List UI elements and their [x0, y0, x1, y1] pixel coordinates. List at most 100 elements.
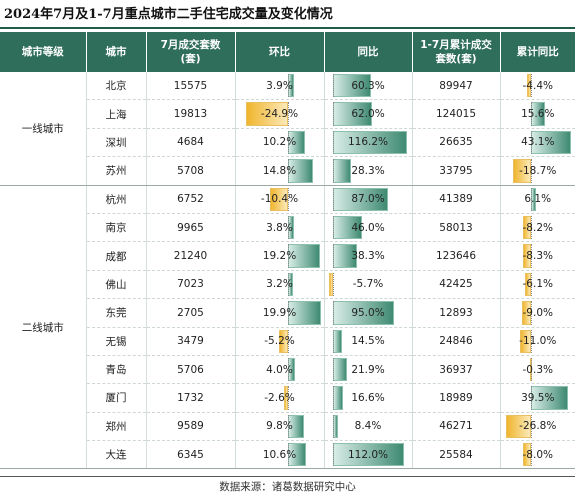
yoy-label: 112.0%	[347, 448, 389, 461]
cum-yoy-bar	[505, 414, 531, 439]
mom-cell: 4.0%	[235, 355, 325, 385]
yoy-label: 116.2%	[347, 136, 389, 149]
yoy-cell: 60.3%	[324, 72, 413, 101]
cum-yoy-label: 43.1%	[521, 136, 555, 149]
cum-volume: 33795	[412, 156, 501, 186]
yoy-cell: 62.0%	[324, 99, 413, 129]
cum-yoy-zero-line	[530, 272, 532, 297]
yoy-zero-line	[332, 187, 334, 211]
mom-zero-line	[287, 443, 289, 467]
mom-label: -24.9%	[260, 108, 299, 121]
mom-cell: 3.8%	[235, 213, 325, 243]
cum-yoy-cell: 6.1%	[500, 185, 575, 214]
cum-yoy-zero-line	[530, 187, 532, 211]
city-name: 青岛	[86, 355, 147, 385]
yoy-label: 60.3%	[351, 79, 385, 92]
mom-zero-line	[287, 414, 289, 439]
mom-cell: 14.8%	[235, 156, 325, 186]
city-name: 郑州	[86, 412, 147, 442]
mom-cell: -10.4%	[235, 185, 325, 214]
mom-cell: 19.9%	[235, 298, 325, 328]
city-name: 杭州	[86, 185, 147, 214]
cum-yoy-label: -18.7%	[519, 164, 557, 177]
col-header-cum: 1-7月累计成交 套数(套)	[412, 32, 501, 72]
cum-volume: 12893	[412, 298, 501, 328]
city-name: 北京	[86, 72, 147, 101]
cum-yoy-label: -6.1%	[522, 278, 553, 291]
mom-zero-line	[287, 357, 289, 382]
mom-zero-line	[287, 130, 289, 155]
yoy-zero-line	[332, 443, 334, 467]
cum-yoy-cell: -9.0%	[500, 298, 575, 328]
city-name: 南京	[86, 213, 147, 243]
yoy-cell: 95.0%	[324, 298, 413, 328]
yoy-label: -5.7%	[352, 278, 384, 291]
yoy-cell: 21.9%	[324, 355, 413, 385]
table-row: 厦门 1732 -2.6% 16.6% 18989 39.5%	[0, 383, 575, 413]
july-volume: 19813	[146, 99, 236, 129]
mom-label: 4.0%	[266, 363, 293, 376]
table-row: 南京 9965 3.8% 46.0% 58013 -8.2%	[0, 213, 575, 243]
cum-yoy-cell: -0.3%	[500, 355, 575, 385]
mom-bar	[246, 102, 288, 126]
cum-yoy-bar	[522, 215, 531, 240]
mom-cell: -5.2%	[235, 327, 325, 356]
yoy-zero-line	[332, 301, 334, 325]
july-volume: 9965	[146, 213, 236, 243]
city-name: 上海	[86, 99, 147, 129]
col-header-yoy: 同比	[324, 32, 413, 72]
cum-yoy-cell: -8.3%	[500, 241, 575, 271]
city-name: 无锡	[86, 327, 147, 356]
yoy-cell: 87.0%	[324, 185, 413, 214]
yoy-zero-line	[332, 102, 334, 126]
table-row: 无锡 3479 -5.2% 14.5% 24846 -11.0%	[0, 327, 575, 356]
yoy-label: 38.3%	[351, 250, 385, 263]
col-header-tier: 城市等级	[0, 32, 87, 72]
mom-label: 3.9%	[266, 79, 293, 92]
cum-volume: 58013	[412, 213, 501, 243]
table-row: 一线城市 北京 15575 3.9% 60.3% 89947 -4.4%	[0, 72, 575, 186]
cum-yoy-bar	[523, 443, 531, 467]
yoy-cell: -5.7%	[324, 270, 413, 300]
yoy-zero-line	[332, 244, 334, 268]
cum-yoy-cell: -4.4%	[500, 72, 575, 101]
mom-label: 14.8%	[262, 164, 297, 177]
mom-bar	[283, 386, 288, 410]
mom-zero-line	[287, 102, 289, 126]
yoy-zero-line	[332, 272, 334, 297]
cum-yoy-zero-line	[530, 244, 532, 268]
cum-volume: 26635	[412, 128, 501, 158]
july-volume: 2705	[146, 298, 236, 328]
mom-bar	[270, 187, 288, 211]
cum-volume: 18989	[412, 383, 501, 413]
cum-volume: 36937	[412, 355, 501, 385]
col-header-city: 城市	[86, 32, 147, 72]
yoy-label: 16.6%	[351, 391, 385, 404]
cum-yoy-label: -0.3%	[522, 363, 553, 376]
mom-zero-line	[287, 159, 289, 183]
cum-yoy-bar	[513, 159, 531, 183]
table-row: 成都 21240 19.2% 38.3% 123646 -8.3%	[0, 241, 575, 271]
cum-yoy-zero-line	[530, 130, 532, 155]
cum-yoy-label: -26.8%	[519, 420, 557, 433]
cum-yoy-zero-line	[530, 414, 532, 439]
cum-yoy-bar	[520, 329, 531, 353]
yoy-cell: 8.4%	[324, 412, 413, 442]
cum-yoy-cell: -11.0%	[500, 327, 575, 356]
yoy-label: 95.0%	[351, 306, 385, 319]
table-row: 东莞 2705 19.9% 95.0% 12893 -9.0%	[0, 298, 575, 328]
yoy-bar	[329, 272, 333, 297]
mom-label: 19.2%	[262, 250, 297, 263]
yoy-zero-line	[332, 386, 334, 410]
city-name: 成都	[86, 241, 147, 271]
cum-volume: 89947	[412, 72, 501, 101]
mom-cell: -24.9%	[235, 99, 325, 129]
yoy-cell: 14.5%	[324, 327, 413, 356]
july-volume: 21240	[146, 241, 236, 271]
cum-yoy-label: 6.1%	[524, 193, 552, 206]
mom-label: -2.6%	[264, 391, 295, 404]
july-volume: 7023	[146, 270, 236, 300]
yoy-label: 8.4%	[354, 420, 382, 433]
city-name: 大连	[86, 440, 147, 470]
cum-yoy-label: -4.4%	[522, 79, 553, 92]
